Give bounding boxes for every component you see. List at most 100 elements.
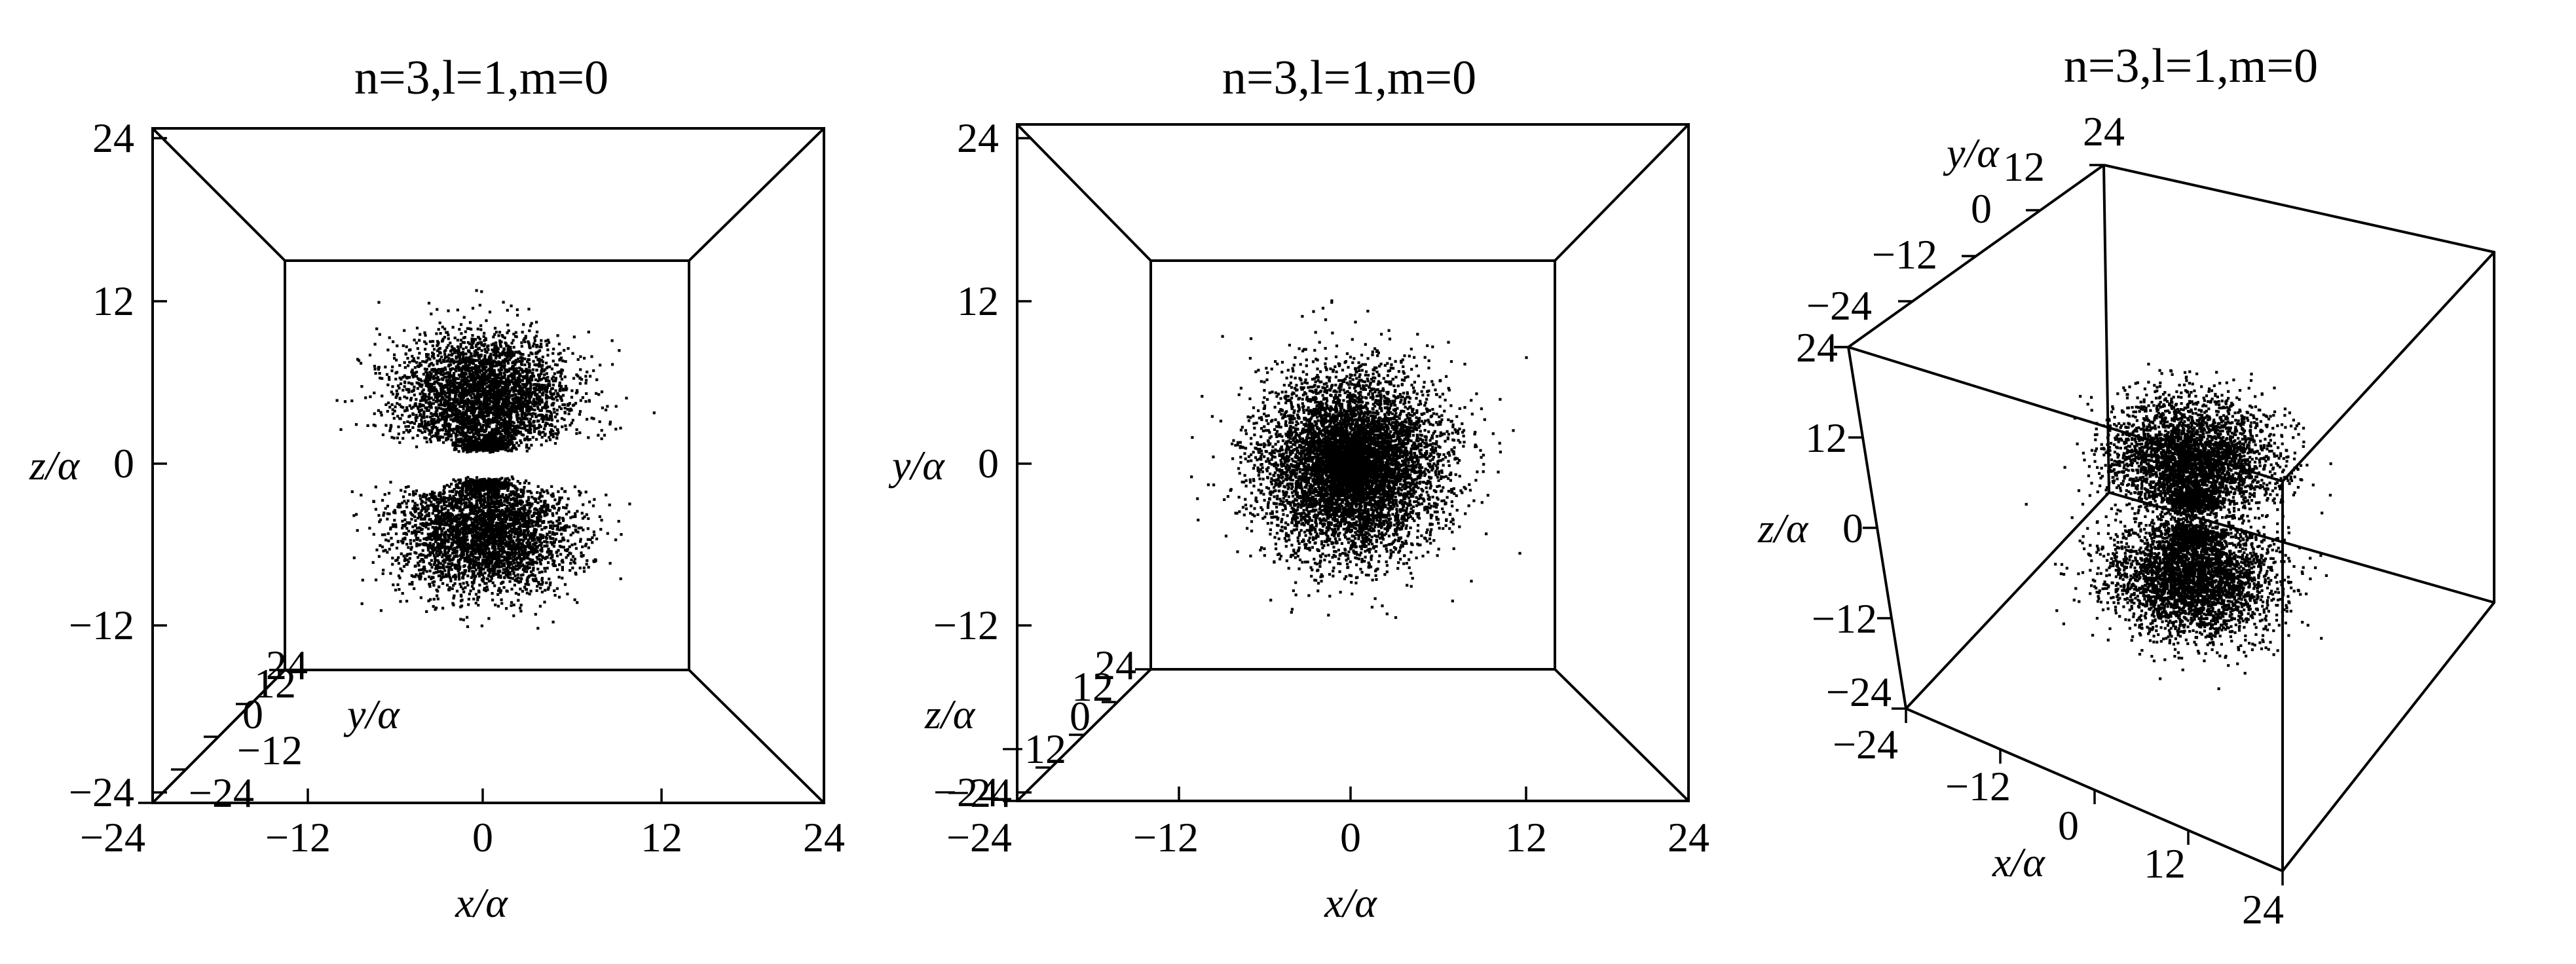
panel-1-point [538,544,542,547]
panel-1-point [411,507,415,510]
panel-1-point [558,563,561,566]
panel-1-point [487,554,491,557]
panel-1-point [506,535,510,538]
panel-1-point [487,547,491,551]
panel-1-point [515,407,519,410]
panel-1-point [401,344,405,347]
panel-1-point [506,324,510,327]
panel-1-point [489,570,493,573]
panel-1-point [498,331,502,334]
panel-1-point [498,534,501,537]
panel-1-point [508,547,511,550]
panel-1-point [434,540,438,544]
panel-1-point [461,587,464,591]
panel-1-point [419,573,422,576]
panel-1-point [441,424,445,427]
panel-1-point [459,386,462,389]
panel-1-point [408,582,411,585]
panel-1-point [457,575,460,578]
panel-1-point [433,527,436,530]
panel-1-point [430,382,434,386]
panel-1-point [479,428,482,432]
panel-1-point [533,339,536,343]
panel-1-point [451,602,455,605]
panel-1-point [437,327,440,331]
panel-1-point [419,578,422,581]
panel-1-point [430,538,434,542]
panel-1-point [447,344,450,347]
panel-1-point [557,343,561,346]
panel-1-point [532,497,536,500]
panel-1-point [503,373,506,377]
panel-1-point [503,565,506,568]
panel-1-point [445,483,449,487]
panel-1-point [502,301,505,304]
panel-1-point [567,497,570,500]
panel-1-point [550,413,553,417]
panel-1-point [506,495,509,498]
panel-1-point [386,551,389,554]
panel-1-point [546,348,550,352]
panel-1-point [437,494,441,497]
panel-1-point [619,577,622,580]
panel-1-point [436,354,439,358]
panel-1-point [474,496,477,500]
panel-1-point [394,377,398,380]
panel-1-point [526,360,529,363]
panel-1-point [451,403,455,406]
panel-1-point [572,335,576,339]
panel-1-point [433,561,436,564]
panel-1-point [528,365,531,369]
panel-1-point [485,555,489,559]
panel-1-point [534,528,538,531]
panel-1-point [470,369,474,372]
panel-1-point [388,512,391,515]
panel-1-point [417,356,420,360]
panel-1-point [430,491,434,494]
panel-1-point [587,436,590,439]
panel-1-point [476,351,479,354]
panel-1-point [354,423,358,426]
panel-1-point [447,357,451,360]
panel-1-point [396,558,399,562]
panel-1-point [513,532,517,535]
panel-1-point [491,348,494,352]
panel-1-point [527,431,531,434]
panel-1-point [500,403,504,406]
panel-1-point [526,502,529,505]
panel-1-point [480,369,483,373]
panel-1-point [387,539,390,542]
panel-1-point [547,561,550,565]
panel-1-point [432,597,436,601]
panel-1-point [415,341,419,344]
panel-1-point [528,551,531,555]
panel-1-point [525,528,529,532]
panel-1-point [529,431,532,434]
panel-1-point [458,524,461,527]
panel-1-point [458,521,462,524]
panel-1-point [405,388,408,391]
panel-1-point [493,584,496,587]
panel-1-point [401,527,404,530]
panel-1-point [504,401,508,404]
panel-1-point [495,341,498,344]
panel-1-point [452,603,455,606]
panel-1-point [418,568,421,572]
panel-1-point [443,426,447,430]
panel-1-point [547,521,550,524]
panel-1-point [516,314,519,317]
panel-1-point [422,373,425,376]
panel-1-point [476,354,479,357]
panel-1-point [520,341,523,344]
panel-1-point [520,560,523,563]
panel-1-point [403,366,407,369]
panel-1-point [356,528,359,532]
panel-1-point [417,512,420,515]
panel-1-point [530,322,533,325]
panel-1-point [555,413,559,416]
panel-1-point [487,491,490,494]
panel-1-point [458,510,462,513]
panel-1-point [519,577,523,580]
panel-1-point [564,360,567,363]
panel-1-point [545,362,548,365]
